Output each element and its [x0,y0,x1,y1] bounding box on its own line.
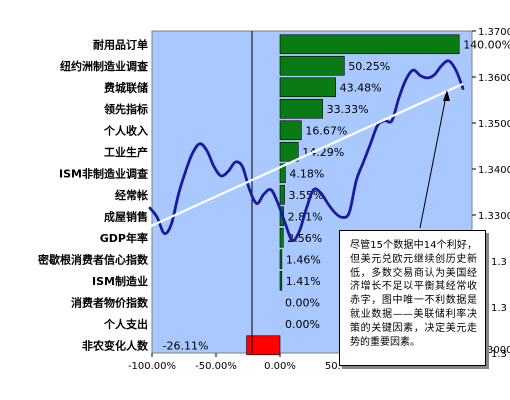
y2-tick-label: 1.3400 [478,165,510,176]
data-label: 33.33% [327,103,369,116]
category-label: 密歇根消费者信心指数 [38,252,149,266]
bar [280,271,282,290]
bar [280,121,301,140]
bar [280,35,459,54]
data-label: 4.18% [289,167,324,180]
data-label: 2.56% [287,232,322,245]
data-label: 50.25% [348,60,390,73]
y2-tick-label: 1.3500 [478,119,510,130]
category-label: 工业生产 [104,145,148,159]
y2-tick-label: 1.3700 [478,27,510,38]
y2-tick-label: 1.3 [491,257,507,268]
category-label: 个人收入 [103,123,148,137]
category-label: 消费者物价指数 [71,295,149,309]
annotation-box: 尽管15个数据中14个利好，但美元兑欧元继续创历史新低，多数交易商认为美国经济增… [339,230,486,366]
data-label: 16.67% [305,124,347,137]
data-label: 1.41% [286,275,321,288]
bar [280,142,298,161]
data-label: -26.11% [163,339,209,352]
category-label: 个人支出 [103,317,148,331]
x-tick-label: -100.00% [128,361,176,372]
data-label: 140.00% [463,38,510,51]
category-label: 耐用品订单 [93,37,148,51]
x-tick-label: 0.00% [264,361,296,372]
y2-tick-label: 3000 [487,345,510,356]
bar [280,56,344,75]
data-label: 0.00% [285,318,320,331]
y2-tick-label: 1.3300 [478,211,510,222]
bar [280,78,336,97]
category-label: 领先指标 [103,102,148,116]
data-label: 43.48% [340,81,382,94]
category-label: ISM非制造业调查 [59,166,148,180]
category-label: GDP年率 [100,231,148,245]
category-label: 纽约洲制造业调查 [60,59,148,73]
data-label: 1.46% [286,253,321,266]
bar [280,185,285,204]
bar [280,228,283,247]
x-tick-label: -50.00% [195,361,237,372]
y2-tick-label: 1.3600 [478,73,510,84]
y2-tick-label: 1.3 [491,303,507,314]
bar [280,250,282,269]
category-label: 经常帐 [115,188,148,202]
annotation-text: 尽管15个数据中14个利好，但美元兑欧元继续创历史新低，多数交易商认为美国经济增… [350,240,477,348]
data-label: 0.00% [285,296,320,309]
bar [280,99,323,118]
category-label: 成屋销售 [104,209,148,223]
category-label: 非农变化人数 [82,338,149,352]
category-label: ISM制造业 [92,274,148,288]
category-label: 费城联储 [104,80,148,94]
